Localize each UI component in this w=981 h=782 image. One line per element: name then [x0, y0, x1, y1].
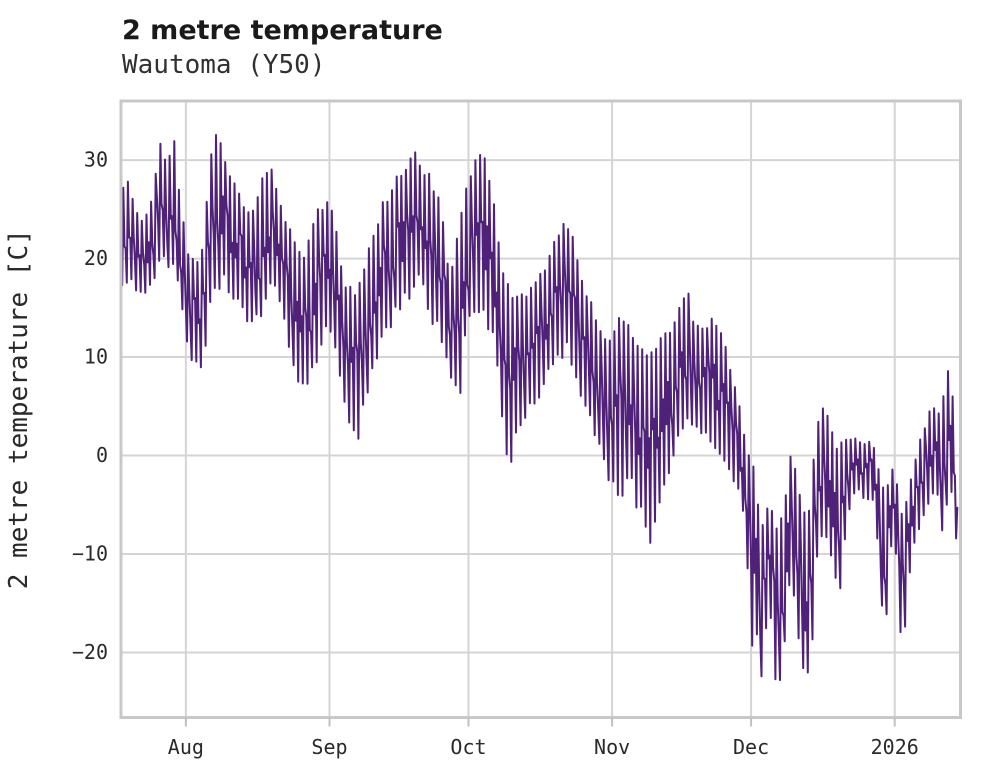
- y-tick-label: −10: [72, 542, 108, 566]
- temperature-line-layer: [120, 134, 959, 682]
- y-tick-label: 30: [84, 148, 108, 172]
- chart-subtitle: Wautoma (Y50): [122, 50, 326, 80]
- temperature-line: [120, 134, 959, 682]
- gridlines: [121, 101, 961, 718]
- plot-frame-layer: [119, 99, 962, 719]
- x-tick-label: Sep: [311, 735, 347, 759]
- x-tick-label: Dec: [733, 735, 769, 759]
- x-tick-label: 2026: [871, 735, 919, 759]
- x-tick-label: Nov: [594, 735, 630, 759]
- plot-border: [119, 99, 962, 719]
- chart-title: 2 metre temperature: [122, 15, 443, 46]
- y-tick-label: −20: [72, 640, 108, 664]
- y-axis-label: 2 metre temperature [C]: [4, 229, 34, 589]
- y-tick-label: 20: [84, 246, 108, 270]
- y-tick-label: 10: [84, 345, 108, 369]
- x-tick-label: Aug: [168, 735, 204, 759]
- x-tick-label: Oct: [450, 735, 486, 759]
- y-tick-label: 0: [96, 443, 108, 467]
- axis-ticks-layer: Aug Sep Oct Nov Dec 2026 30 20 10 0 −10 −20: [72, 148, 919, 759]
